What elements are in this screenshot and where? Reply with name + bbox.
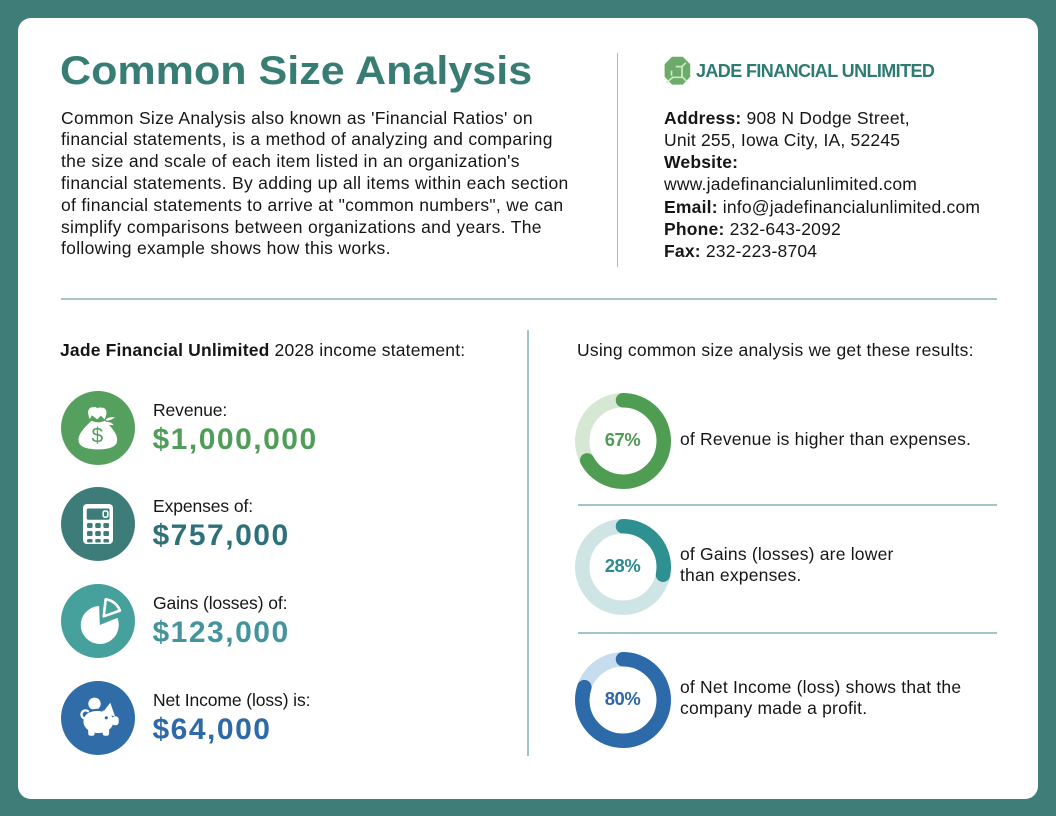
svg-text:$: $ — [91, 424, 103, 447]
